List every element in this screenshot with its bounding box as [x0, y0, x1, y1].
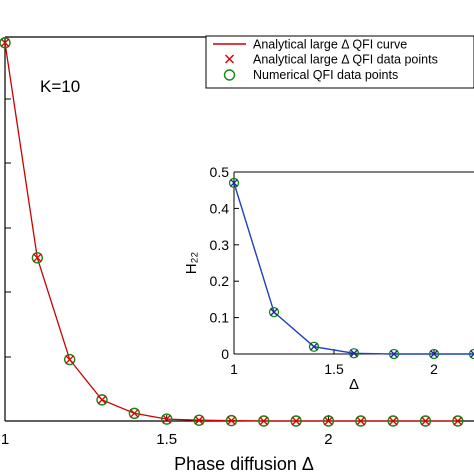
cross-stroke — [162, 414, 172, 424]
main-x-tick-label: 1.5 — [156, 431, 177, 448]
cross-stroke — [388, 416, 398, 426]
main-numerical-point — [322, 415, 335, 427]
main-x-tick-label: 2 — [324, 431, 332, 448]
inset-numerical-point — [308, 341, 320, 352]
cross-stroke — [97, 395, 107, 405]
main-analytical-point — [129, 408, 139, 418]
cross-stroke — [0, 38, 10, 48]
legend-entry-analytical-points: Analytical large Δ QFI data points — [253, 53, 438, 67]
inset-x-axis-label: Δ — [349, 376, 359, 393]
legend-entry-numerical-points: Numerical QFI data points — [253, 68, 398, 82]
inset-y-tick-label: 0.3 — [210, 237, 230, 253]
cross-stroke — [356, 416, 366, 426]
legend-box — [205, 35, 474, 89]
inset-numerical-point — [428, 348, 440, 360]
main-analytical-point — [97, 395, 107, 405]
cross-stroke — [270, 308, 278, 317]
cross-stroke — [230, 178, 238, 187]
main-x-tick-label: 1 — [1, 431, 9, 448]
legend: Analytical large Δ QFI curve Analytical … — [205, 35, 474, 89]
inset-y-tick-label: 0.2 — [210, 273, 230, 289]
inset-y-ticks: 0 0.1 0.2 0.3 0.4 0.5 — [210, 164, 239, 362]
inset-analytical-point — [310, 342, 318, 351]
main-analytical-point — [226, 416, 236, 426]
cross-stroke — [65, 355, 75, 365]
cross-stroke — [259, 416, 269, 426]
inset-analytical-point — [230, 178, 238, 187]
inset-analytical-point — [270, 308, 278, 317]
main-analytical-point — [291, 416, 301, 426]
cross-stroke — [310, 342, 318, 351]
inset-y-tick-label: 0.5 — [210, 164, 230, 180]
main-analytical-point — [323, 416, 333, 426]
main-x-axis-label: Phase diffusion Δ — [174, 454, 314, 474]
main-numerical-point — [0, 37, 11, 49]
main-analytical-point — [453, 416, 463, 426]
cross-stroke — [350, 349, 358, 358]
main-analytical-point — [259, 416, 269, 426]
inset-numerical-point — [388, 348, 400, 360]
inset-y-tick-label: 0.4 — [210, 200, 230, 216]
legend-entry-curve: Analytical large Δ QFI curve — [253, 38, 407, 52]
inset-plot — [233, 168, 474, 355]
main-analytical-point — [0, 38, 10, 48]
inset-background — [234, 168, 474, 354]
k-annotation: K=10 — [40, 77, 80, 96]
main-analytical-point — [162, 414, 172, 424]
main-numerical-point — [193, 414, 205, 426]
main-analytical-point — [32, 253, 42, 263]
main-numerical-point — [128, 407, 141, 420]
inset-numerical-point — [268, 306, 280, 318]
inset-analytical-point — [470, 350, 474, 358]
cross-stroke — [421, 416, 430, 426]
main-numerical-point — [258, 415, 270, 427]
cross-stroke — [453, 416, 463, 426]
inset-series — [228, 177, 474, 360]
inset-x-tick-label: 1.5 — [324, 361, 344, 377]
cross-stroke — [470, 350, 474, 355]
inset-numerical-point — [228, 177, 240, 189]
main-numerical-point — [355, 415, 367, 427]
main-analytical-point — [65, 355, 75, 365]
main-numerical-point — [225, 414, 238, 427]
main-numerical-point — [96, 394, 108, 406]
inset-x-tick-label: 2 — [430, 361, 438, 377]
main-numerical-point — [387, 415, 399, 427]
main-analytical-point — [421, 416, 430, 426]
main-series — [0, 37, 464, 427]
inset-analytical-point — [390, 350, 398, 358]
inset-y-tick-label: 0.1 — [210, 310, 230, 326]
cross-stroke — [32, 253, 42, 263]
cross-stroke — [226, 416, 236, 426]
cross-stroke — [390, 350, 398, 358]
cross-stroke — [129, 408, 139, 418]
cross-stroke — [470, 353, 474, 358]
inset-analytical-point — [430, 350, 438, 358]
inset-analytical-point — [350, 349, 358, 358]
main-analytical-point — [356, 416, 366, 426]
main-numerical-point — [161, 413, 173, 425]
inset-x-tick-label: 1 — [230, 361, 238, 377]
main-numerical-point — [63, 353, 76, 366]
cross-stroke — [323, 416, 333, 426]
main-numerical-point — [419, 415, 432, 427]
legend-cross-swatch — [225, 54, 234, 64]
main-numerical-point — [290, 415, 302, 427]
cross-stroke — [430, 350, 438, 358]
inset-y-axis-label: H₂₂ — [183, 252, 200, 275]
main-x-ticks: 1 1.5 2 — [1, 415, 333, 448]
legend-circle-swatch — [223, 69, 236, 81]
main-analytical-point — [194, 415, 204, 425]
inset-y-tick-label: 0 — [221, 346, 229, 362]
main-analytical-point — [388, 416, 398, 426]
cross-stroke — [194, 415, 204, 425]
inset-numerical-point — [348, 348, 360, 359]
main-numerical-point — [31, 252, 44, 264]
main-numerical-point — [452, 415, 464, 427]
inset-numerical-point — [468, 348, 474, 360]
cross-stroke — [291, 416, 301, 426]
